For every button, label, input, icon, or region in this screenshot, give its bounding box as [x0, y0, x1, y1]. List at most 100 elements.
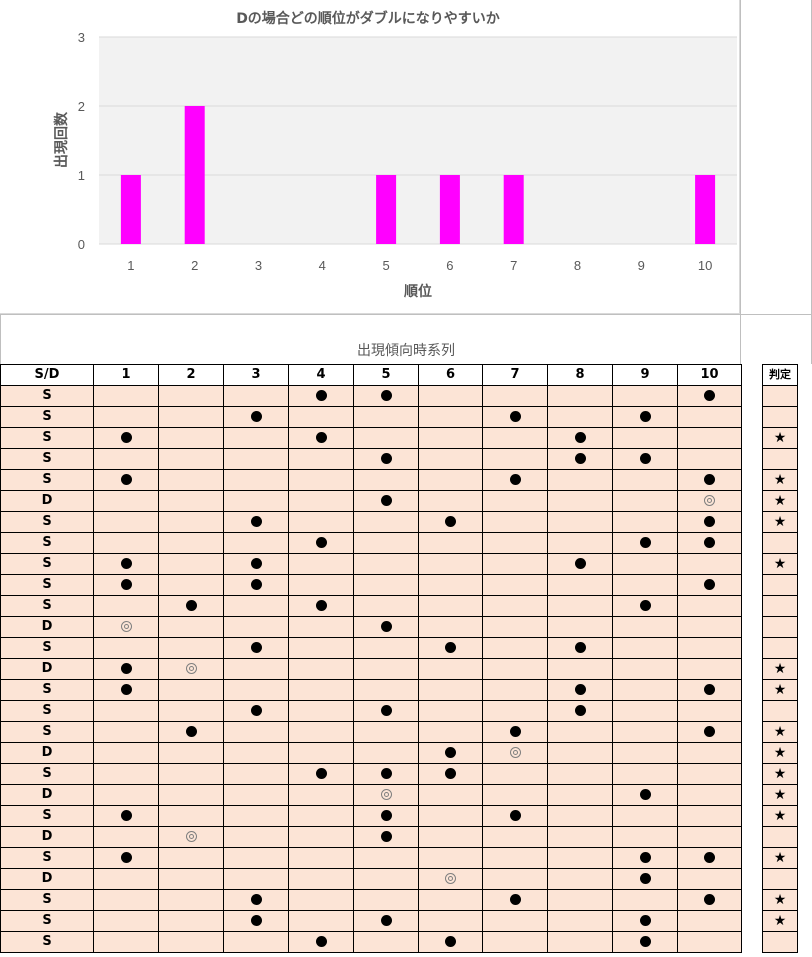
judge-row: [762, 868, 798, 890]
judge-cell: [762, 700, 798, 722]
hit-mark: [574, 684, 586, 695]
bar: [439, 175, 460, 244]
rank-cell: [288, 889, 354, 911]
rank-cell: [93, 574, 159, 596]
rank-cell: [353, 427, 419, 449]
rank-cell: [93, 910, 159, 932]
rank-cell: [353, 931, 419, 953]
judge-cell: ★: [762, 763, 798, 785]
rank-cell: [547, 931, 613, 953]
y-tick-label: 3: [78, 30, 85, 45]
rank-cell: [482, 532, 548, 554]
rank-cell: [418, 490, 483, 512]
double-mark: [185, 831, 197, 842]
rank-cell: [288, 637, 354, 659]
plot-area: [99, 37, 737, 244]
rank-cell: [93, 511, 159, 533]
rank-cell: [353, 448, 419, 470]
sd-cell: S: [0, 910, 94, 932]
sd-cell: S: [0, 763, 94, 785]
rank-cell: [353, 847, 419, 869]
sd-cell: D: [0, 658, 94, 680]
rank-cell: [353, 511, 419, 533]
judge-row: ★: [762, 889, 798, 911]
hit-mark: [639, 936, 651, 947]
rank-cell: [612, 616, 678, 638]
rank-cell: [288, 448, 354, 470]
rank-cell: [677, 553, 742, 575]
judge-cell: [762, 826, 798, 848]
judge-row: ★: [762, 742, 798, 764]
rank-cell: [547, 490, 613, 512]
judge-cell: ★: [762, 427, 798, 449]
rank-cell: [547, 742, 613, 764]
rank-cell: [288, 511, 354, 533]
hit-mark: [704, 894, 715, 905]
rank-cell: [223, 742, 289, 764]
table-row: S: [0, 847, 742, 869]
hit-mark: [639, 453, 651, 464]
hit-mark: [250, 558, 262, 569]
hit-mark: [380, 831, 392, 842]
sd-header: S/D: [0, 364, 94, 386]
rank-cell: [158, 931, 224, 953]
rank-cell: [482, 742, 548, 764]
rank-cell: [482, 784, 548, 806]
rank-cell: [418, 763, 483, 785]
hit-mark: [574, 705, 586, 716]
sd-cell: S: [0, 385, 94, 407]
rank-cell: [547, 784, 613, 806]
rank-cell: [223, 847, 289, 869]
x-tick-label: 7: [510, 258, 517, 273]
rank-cell: [612, 469, 678, 491]
rank-cell: [288, 910, 354, 932]
sd-cell: S: [0, 637, 94, 659]
table-row: S: [0, 574, 742, 596]
rank-cell: [288, 658, 354, 680]
rank-cell: [612, 406, 678, 428]
sd-cell: S: [0, 721, 94, 743]
table-row: S: [0, 469, 742, 491]
x-tick-label: 5: [382, 258, 389, 273]
rank-cell: [353, 595, 419, 617]
hit-mark: [509, 411, 521, 422]
rank-cell: [158, 679, 224, 701]
rank-cell: [93, 658, 159, 680]
rank-header: 10: [677, 364, 742, 386]
rank-cell: [482, 826, 548, 848]
rank-cell: [158, 658, 224, 680]
rank-cell: [158, 721, 224, 743]
hit-mark: [704, 852, 715, 863]
judge-row: [762, 406, 798, 428]
judge-row: ★: [762, 490, 798, 512]
judge-row: [762, 595, 798, 617]
x-tick-label: 8: [574, 258, 581, 273]
rank-cell: [158, 406, 224, 428]
rank-cell: [547, 553, 613, 575]
table-row: S: [0, 721, 742, 743]
sd-cell: D: [0, 784, 94, 806]
hit-mark: [509, 726, 521, 737]
table-row: S: [0, 406, 742, 428]
rank-cell: [418, 721, 483, 743]
judge-cell: [762, 616, 798, 638]
hit-mark: [704, 726, 715, 737]
rank-cell: [223, 427, 289, 449]
rank-cell: [93, 721, 159, 743]
rank-cell: [93, 490, 159, 512]
rank-cell: [677, 910, 742, 932]
hit-mark: [250, 915, 262, 926]
rank-cell: [93, 553, 159, 575]
rank-cell: [353, 721, 419, 743]
rank-cell: [93, 427, 159, 449]
rank-cell: [93, 469, 159, 491]
rank-cell: [418, 385, 483, 407]
judge-cell: ★: [762, 910, 798, 932]
rank-cell: [353, 826, 419, 848]
hit-mark: [315, 432, 327, 443]
hit-mark: [120, 684, 132, 695]
rank-cell: [677, 847, 742, 869]
sd-cell: S: [0, 595, 94, 617]
rank-cell: [612, 637, 678, 659]
bar: [184, 106, 205, 244]
